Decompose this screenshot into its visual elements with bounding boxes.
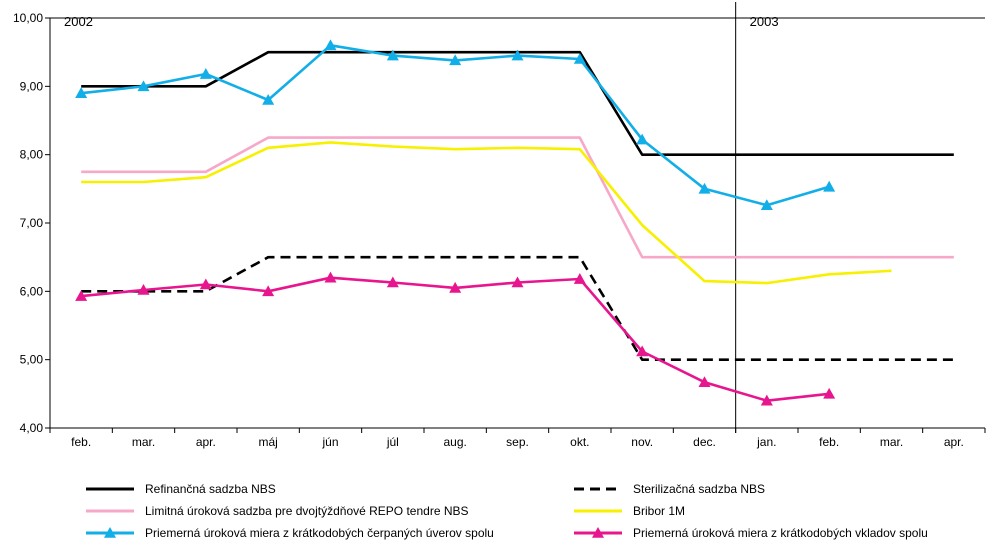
series-line-4 — [81, 141, 892, 285]
legend-label-3: Limitná úroková sadzba pre dvojtýždňové … — [145, 504, 469, 518]
legend-label-4: Bribor 1M — [633, 504, 685, 518]
series-line-1 — [81, 50, 954, 156]
x-tick-label: aug. — [443, 435, 466, 449]
series-6-point — [386, 276, 399, 288]
y-tick-label: 8,00 — [20, 148, 44, 162]
x-tick-label: jan. — [756, 435, 776, 449]
axes: 4,00 5,00 6,00 7,00 8,00 9,00 10,00 feb. mar. apr… — [13, 2, 986, 449]
year-label: 2002 — [64, 14, 93, 29]
y-tick-label: 5,00 — [20, 353, 44, 367]
series-6-point — [75, 290, 88, 301]
series-5-point — [636, 133, 649, 145]
series-layer — [75, 39, 954, 406]
series-5-point — [449, 54, 462, 66]
x-tick-label: mar. — [132, 435, 155, 449]
series-6-point — [823, 387, 836, 399]
series-line-2 — [81, 255, 954, 362]
x-tick-label: apr. — [196, 435, 216, 449]
legend-label-5: Priemerná úroková miera z krátkodobých č… — [145, 526, 494, 540]
x-tick-label: júl — [386, 435, 399, 449]
series-6-point — [636, 345, 649, 357]
series-5-point — [137, 80, 150, 92]
series-6-point — [199, 278, 212, 290]
y-tick-label: 7,00 — [20, 216, 44, 230]
x-tick-label: sep. — [506, 435, 529, 449]
series-5-point — [75, 87, 88, 98]
series-6-point — [698, 376, 711, 388]
x-tick-label: apr. — [944, 435, 964, 449]
x-tick-label: jún — [321, 435, 338, 449]
legend-label-1: Refinančná sadzba NBS — [145, 482, 276, 496]
series-5-point — [573, 53, 586, 64]
x-tick-label: okt. — [570, 435, 589, 449]
series-6-point — [760, 394, 773, 406]
series-line-3 — [81, 136, 954, 259]
series-6-point — [262, 285, 275, 297]
series-5-point — [823, 180, 836, 192]
series-5-point — [324, 39, 337, 51]
x-tick-label: dec. — [693, 435, 716, 449]
series-5-point — [199, 68, 212, 79]
y-tick-label: 4,00 — [20, 421, 44, 435]
y-tick-label: 6,00 — [20, 284, 44, 298]
year-label: 2003 — [750, 14, 779, 29]
y-tick-label: 9,00 — [20, 79, 44, 93]
series-5-point — [262, 94, 275, 105]
series-5-point — [386, 49, 399, 61]
series-6-point — [573, 273, 586, 284]
series-5-point — [760, 199, 773, 211]
legend-label-2: Sterilizačná sadzba NBS — [633, 482, 765, 496]
legend-marker-6 — [592, 527, 604, 538]
legend-label-6: Priemerná úroková miera z krátkodobých v… — [633, 526, 928, 540]
series-5-point — [511, 49, 524, 61]
series-6-point — [449, 281, 462, 293]
y-tick-label: 10,00 — [13, 11, 43, 25]
series-5-point — [698, 182, 711, 194]
x-tick-label: máj — [258, 435, 277, 449]
legend-marker-5 — [104, 527, 116, 538]
series-6-point — [324, 271, 337, 283]
x-tick-label: feb. — [819, 435, 839, 449]
x-tick-label: mar. — [880, 435, 903, 449]
series-6-point — [511, 276, 524, 288]
series-6-point — [137, 283, 150, 295]
x-tick-label: nov. — [631, 435, 653, 449]
series-line-6 — [81, 276, 830, 403]
legend: Refinančná sadzba NBS Sterilizačná sadzba… — [86, 482, 928, 540]
x-tick-label: feb. — [71, 435, 91, 449]
series-line-5 — [81, 43, 830, 207]
